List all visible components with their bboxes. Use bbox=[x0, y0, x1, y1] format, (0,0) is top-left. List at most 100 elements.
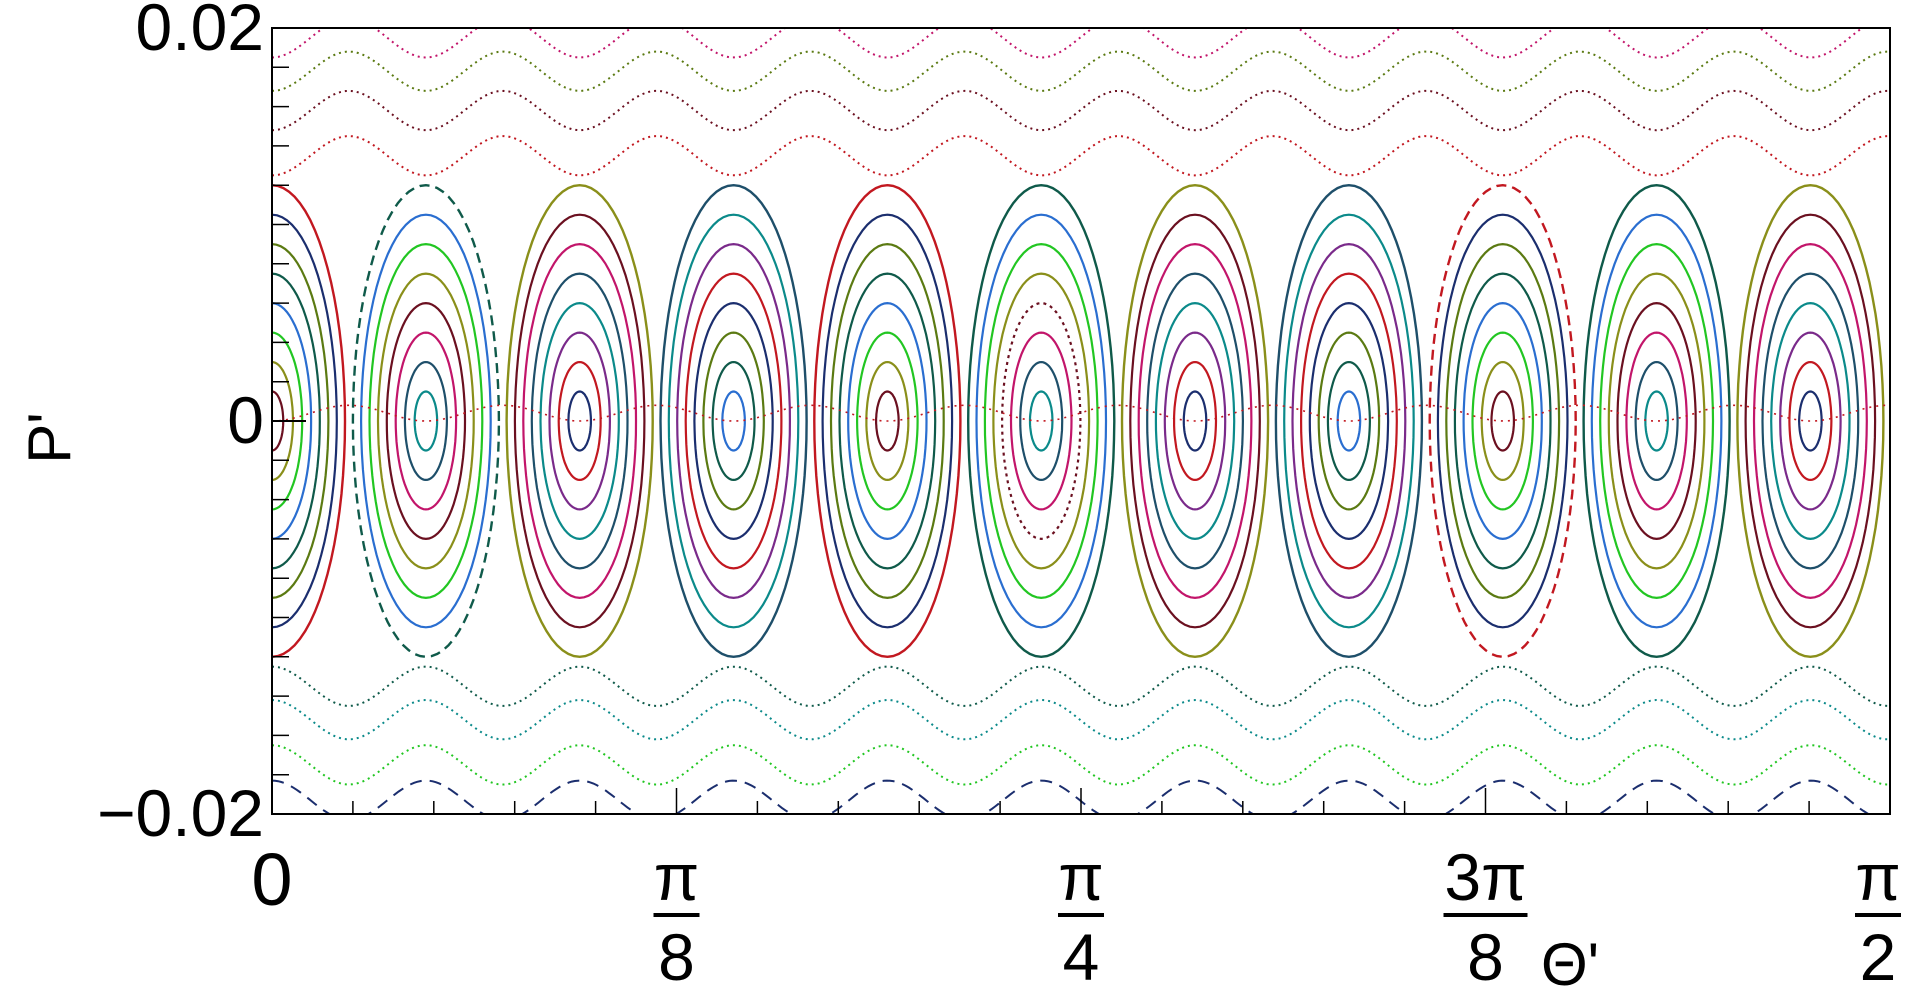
island-orbit bbox=[1797, 390, 1823, 452]
island-orbit bbox=[684, 272, 783, 570]
island-orbit bbox=[838, 272, 937, 570]
island-orbit bbox=[567, 390, 593, 452]
x-tick-denominator: 8 bbox=[1467, 920, 1504, 990]
island-orbit bbox=[376, 272, 475, 570]
island-orbit bbox=[1644, 390, 1669, 452]
island-orbit bbox=[1490, 390, 1516, 452]
island-orbit bbox=[1299, 272, 1398, 570]
x-tick-numerator: π bbox=[1855, 840, 1901, 914]
x-tick-numerator: 3π bbox=[1444, 840, 1526, 914]
island-orbit bbox=[351, 183, 501, 659]
passing-orbit bbox=[272, 779, 1871, 814]
island-orbit bbox=[1308, 301, 1390, 541]
island-orbit bbox=[1761, 272, 1860, 570]
island-orbit bbox=[1154, 301, 1236, 541]
island-orbit bbox=[1019, 360, 1064, 482]
island-orbit bbox=[1634, 360, 1679, 482]
y-axis-ticks: 0.02 0 −0.02 bbox=[97, 0, 306, 850]
island-orbit bbox=[368, 242, 484, 600]
x-tick-numerator: π bbox=[654, 840, 700, 914]
island-orbit bbox=[272, 331, 304, 511]
island-orbit bbox=[702, 331, 765, 511]
island-orbit bbox=[1788, 360, 1833, 482]
passing-orbit bbox=[272, 135, 1889, 177]
island-orbit bbox=[1172, 360, 1218, 482]
island-orbit bbox=[874, 390, 900, 452]
island-orbit bbox=[992, 272, 1091, 570]
island-orbit bbox=[394, 331, 458, 511]
island-orbit bbox=[1736, 183, 1885, 659]
island-orbit bbox=[711, 360, 756, 482]
island-orbit bbox=[1436, 213, 1569, 629]
island-orbit bbox=[522, 242, 638, 600]
island-orbit bbox=[1129, 213, 1261, 629]
island-orbit bbox=[1146, 272, 1244, 570]
island-orbit bbox=[1317, 331, 1381, 511]
y-tick-label: 0 bbox=[227, 383, 264, 457]
passing-orbit bbox=[272, 28, 1865, 59]
island-orbit bbox=[530, 272, 629, 570]
passing-orbit bbox=[272, 744, 1889, 786]
island-orbit bbox=[1137, 242, 1253, 600]
island-orbit bbox=[1462, 301, 1543, 541]
island-orbit bbox=[659, 183, 808, 659]
island-orbit bbox=[975, 213, 1108, 629]
island-orbit bbox=[548, 331, 611, 511]
island-orbit bbox=[1028, 390, 1054, 452]
x-tick-label: 0 bbox=[251, 838, 292, 921]
island-orbit bbox=[667, 213, 800, 629]
island-orbit bbox=[1770, 301, 1851, 541]
island-orbit bbox=[385, 301, 467, 541]
island-orbit bbox=[1428, 183, 1577, 659]
island-orbit bbox=[721, 390, 746, 452]
x-tick-label: π2 bbox=[1855, 840, 1901, 990]
island-orbit bbox=[272, 213, 338, 629]
island-orbit bbox=[272, 183, 347, 659]
island-orbit bbox=[403, 360, 448, 482]
island-orbit bbox=[855, 331, 919, 511]
x-tick-denominator: 2 bbox=[1860, 920, 1897, 990]
island-orbit bbox=[272, 390, 285, 452]
island-orbit bbox=[272, 301, 313, 541]
y-axis-label: P' bbox=[16, 412, 83, 463]
island-orbit bbox=[1480, 360, 1525, 482]
island-orbit bbox=[1752, 242, 1868, 600]
y-tick-label: 0.02 bbox=[136, 0, 264, 64]
island-orbit bbox=[1471, 331, 1534, 511]
island-orbit bbox=[1120, 183, 1270, 659]
island-orbit bbox=[557, 360, 602, 482]
island-orbit bbox=[359, 213, 492, 629]
passing-orbit bbox=[272, 698, 1889, 741]
island-orbit bbox=[983, 242, 1099, 600]
passing-orbit bbox=[272, 89, 1889, 132]
island-orbit bbox=[1453, 272, 1552, 570]
x-tick-label: π4 bbox=[1058, 840, 1104, 990]
island-orbit bbox=[1326, 360, 1371, 482]
island-orbit bbox=[1616, 301, 1697, 541]
x-tick-label: π8 bbox=[653, 840, 700, 990]
x-tick-numerator: 0 bbox=[251, 838, 292, 921]
island-orbit bbox=[1182, 390, 1208, 452]
x-tick-denominator: 8 bbox=[658, 920, 695, 990]
island-orbit bbox=[272, 242, 330, 600]
island-orbit bbox=[676, 242, 791, 600]
island-orbit bbox=[1336, 390, 1362, 452]
island-orbit bbox=[847, 301, 928, 541]
island-orbit bbox=[505, 183, 654, 659]
island-orbit bbox=[829, 242, 945, 600]
island-orbit bbox=[813, 183, 962, 659]
island-orbit bbox=[272, 360, 295, 482]
island-orbit bbox=[539, 301, 620, 541]
island-orbit bbox=[1590, 213, 1723, 629]
island-orbit bbox=[1291, 242, 1407, 600]
island-orbit bbox=[1000, 301, 1082, 541]
x-tick-numerator: π bbox=[1058, 840, 1104, 914]
island-orbit bbox=[413, 390, 439, 452]
island-orbit bbox=[1582, 183, 1731, 659]
island-orbit bbox=[513, 213, 646, 629]
island-orbit bbox=[272, 272, 321, 570]
island-orbit bbox=[1625, 331, 1688, 511]
island-orbit bbox=[1599, 242, 1715, 600]
